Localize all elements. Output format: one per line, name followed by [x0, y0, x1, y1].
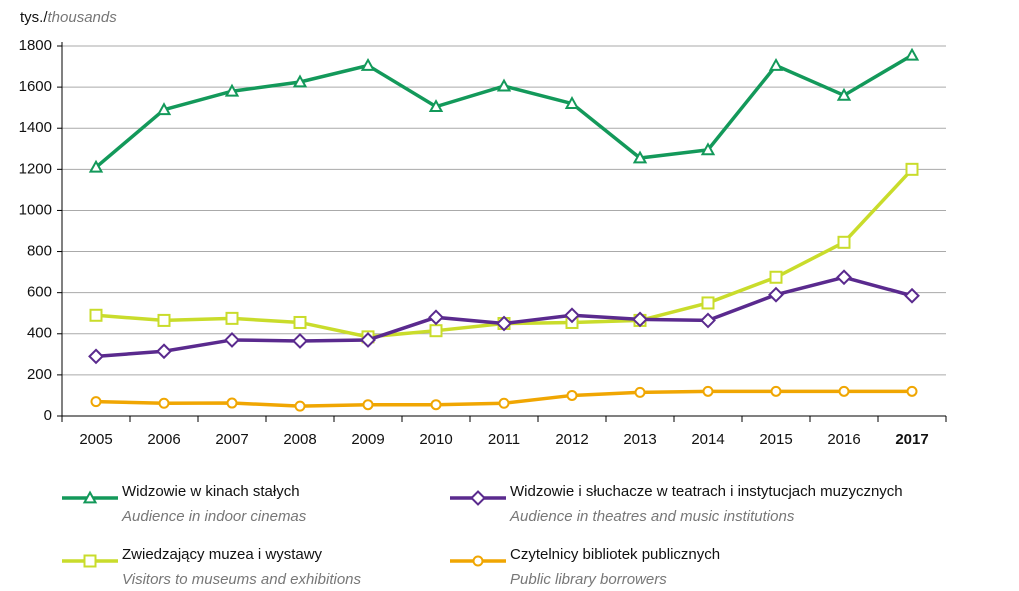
data-point — [90, 396, 102, 408]
legend-label: Widzowie w kinach stałych — [122, 483, 300, 500]
data-point — [837, 235, 851, 249]
data-point — [88, 159, 104, 173]
data-point — [905, 162, 919, 176]
data-point — [768, 286, 784, 303]
y-label-en: thousands — [48, 9, 118, 26]
data-point — [292, 333, 308, 349]
data-point — [836, 269, 852, 286]
data-point — [768, 57, 784, 71]
data-point — [224, 332, 240, 348]
legend-label-en: Audience in indoor cinemas — [121, 508, 307, 525]
data-point — [836, 87, 852, 101]
legend-label: Czytelnicy bibliotek publicznych — [510, 546, 720, 563]
data-point — [904, 287, 920, 304]
x-tick-label: 2014 — [691, 431, 724, 448]
data-point — [88, 348, 104, 365]
data-point — [428, 99, 444, 113]
y-tick-label: 600 — [27, 284, 52, 301]
data-point — [158, 397, 170, 409]
y-label-pl: tys./ — [20, 9, 48, 26]
data-point — [496, 315, 512, 332]
data-point — [700, 142, 716, 156]
data-point — [224, 83, 240, 97]
y-axis-label: tys./thousands — [20, 9, 117, 26]
legend-label-en: Audience in theatres and music instituti… — [509, 508, 795, 525]
data-point — [430, 399, 442, 411]
data-point — [429, 324, 443, 338]
data-point — [498, 397, 510, 409]
data-point — [769, 270, 783, 284]
x-tick-label: 2012 — [555, 431, 588, 448]
y-tick-label: 1200 — [19, 160, 52, 177]
data-point — [566, 389, 578, 401]
x-tick-label: 2013 — [623, 431, 656, 448]
data-point — [362, 399, 374, 411]
legend-label: Widzowie i słuchacze w teatrach i instyt… — [510, 483, 903, 500]
data-point — [156, 343, 172, 360]
data-point — [360, 57, 376, 71]
legend-label-en: Public library borrowers — [510, 571, 667, 588]
data-point — [700, 312, 716, 329]
data-point — [702, 385, 714, 397]
x-tick-label: 2009 — [351, 431, 384, 448]
data-point — [632, 311, 648, 328]
legend-marker — [470, 490, 486, 506]
x-tick-label: 2016 — [827, 431, 860, 448]
y-tick-label: 800 — [27, 243, 52, 260]
data-point — [89, 308, 103, 322]
y-tick-label: 1600 — [19, 78, 52, 95]
y-tick-label: 1000 — [19, 201, 52, 218]
legend-label: Zwiedzający muzea i wystawy — [122, 546, 323, 563]
data-point — [225, 311, 239, 325]
x-tick-label: 2011 — [488, 431, 520, 448]
data-point — [360, 332, 376, 348]
x-tick-label: 2017 — [895, 431, 928, 448]
y-tick-label: 1400 — [19, 119, 52, 136]
legend-marker — [82, 490, 98, 504]
data-point — [226, 397, 238, 409]
data-point — [157, 313, 171, 327]
x-tick-label: 2010 — [419, 431, 452, 448]
data-point — [293, 315, 307, 329]
x-tick-label: 2006 — [147, 431, 180, 448]
data-point — [701, 296, 715, 310]
y-tick-label: 200 — [27, 366, 52, 383]
x-tick-label: 2008 — [283, 431, 316, 448]
y-tick-label: 400 — [27, 325, 52, 342]
x-tick-label: 2005 — [79, 431, 112, 448]
data-point — [634, 386, 646, 398]
data-point — [294, 400, 306, 412]
data-point — [156, 102, 172, 116]
x-tick-label: 2015 — [759, 431, 792, 448]
legend-marker — [83, 554, 97, 568]
data-point — [906, 385, 918, 397]
data-point — [564, 95, 580, 109]
data-point — [496, 78, 512, 92]
x-tick-label: 2007 — [215, 431, 248, 448]
data-point — [904, 47, 920, 61]
data-point — [292, 74, 308, 88]
series-line — [95, 168, 914, 339]
legend-marker — [472, 555, 484, 567]
legend-label-en: Visitors to museums and exhibitions — [122, 571, 362, 588]
data-point — [838, 385, 850, 397]
series-line — [94, 53, 913, 169]
data-point — [428, 309, 444, 326]
y-tick-label: 0 — [44, 407, 52, 424]
y-tick-label: 1800 — [19, 37, 52, 54]
data-point — [632, 150, 648, 164]
data-point — [770, 385, 782, 397]
data-point — [564, 307, 580, 324]
